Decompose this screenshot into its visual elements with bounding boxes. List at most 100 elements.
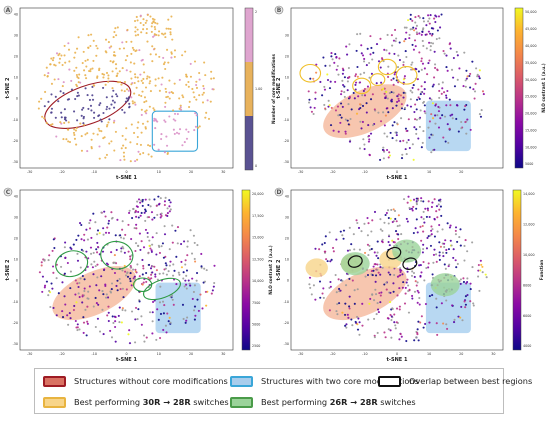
x-tick-label: 20 (459, 352, 463, 356)
data-point (194, 125, 198, 128)
data-point (361, 120, 364, 124)
data-point (423, 221, 426, 224)
data-point (123, 90, 126, 93)
data-point (119, 159, 122, 162)
data-point (166, 207, 169, 210)
data-point (136, 19, 139, 22)
data-point (175, 255, 178, 258)
data-point (409, 199, 412, 202)
data-point (195, 114, 198, 117)
data-point (81, 294, 84, 297)
data-point (356, 328, 360, 331)
data-point (308, 101, 311, 104)
data-point (365, 111, 368, 114)
data-point (114, 63, 118, 66)
data-point (72, 243, 75, 246)
data-point (49, 123, 53, 126)
data-point (379, 301, 382, 304)
data-point (148, 244, 151, 247)
data-point (144, 126, 147, 129)
data-point (68, 140, 72, 144)
x-tick-label: -30 (27, 170, 32, 174)
data-point (142, 264, 145, 268)
data-point (115, 34, 118, 37)
data-point (319, 296, 322, 299)
data-point (90, 252, 93, 255)
data-point (145, 27, 149, 31)
data-point (485, 276, 488, 279)
data-point (185, 128, 188, 131)
data-point (74, 319, 77, 323)
data-point (103, 210, 106, 213)
region-two-core-mod (151, 110, 199, 152)
data-point (364, 275, 367, 278)
data-point (163, 225, 166, 228)
data-point (363, 60, 366, 63)
data-point (108, 107, 111, 110)
data-point (471, 60, 474, 63)
colorbar-frame (512, 189, 522, 351)
data-point (129, 255, 132, 258)
data-point (62, 138, 65, 141)
data-point (141, 283, 144, 286)
data-point (53, 63, 56, 66)
data-point (149, 205, 152, 208)
data-point (368, 302, 371, 305)
data-point (69, 287, 72, 290)
data-point (76, 259, 80, 262)
data-point (477, 275, 480, 278)
data-point (86, 238, 90, 241)
data-point (441, 87, 444, 90)
data-point (142, 334, 146, 337)
data-point (102, 233, 105, 236)
data-point (64, 116, 67, 119)
data-point (142, 18, 145, 21)
data-point (145, 100, 148, 103)
data-point (357, 95, 360, 98)
data-point (98, 129, 101, 132)
data-point (150, 25, 153, 28)
data-point (430, 229, 433, 232)
colorbar-tick-label: 14,000 (523, 192, 535, 196)
data-point (120, 83, 123, 86)
data-point (329, 280, 332, 284)
data-point (438, 96, 441, 99)
data-point (464, 105, 467, 108)
data-point (159, 337, 162, 340)
data-point (411, 19, 414, 22)
data-point (385, 211, 388, 215)
data-point (136, 318, 139, 321)
x-tick-label: 30 (491, 352, 495, 356)
data-point (204, 290, 207, 293)
data-point (339, 113, 342, 117)
data-point (310, 293, 313, 296)
data-point (415, 197, 418, 200)
panel-letter: C (6, 189, 11, 196)
data-point (383, 283, 386, 286)
data-point (90, 33, 93, 36)
x-tick-label: -20 (59, 170, 64, 174)
data-point (84, 59, 87, 62)
data-point (418, 296, 421, 300)
data-point (167, 18, 170, 21)
data-point (391, 137, 394, 140)
data-point (329, 124, 333, 127)
data-point (96, 245, 100, 249)
data-point (57, 100, 60, 103)
data-point (377, 111, 380, 114)
data-point (348, 43, 351, 46)
data-point (90, 145, 93, 149)
legend-label: Best performing 26R → 28R switches (261, 397, 416, 407)
data-point (387, 328, 390, 331)
data-point (391, 124, 394, 127)
data-point (89, 246, 93, 249)
data-point (422, 247, 425, 251)
data-point (471, 241, 474, 244)
data-point (157, 203, 161, 206)
data-point (417, 320, 420, 323)
data-point (399, 333, 402, 336)
data-point (412, 48, 415, 51)
data-point (98, 330, 102, 333)
data-point (361, 54, 365, 57)
data-point (45, 280, 48, 283)
